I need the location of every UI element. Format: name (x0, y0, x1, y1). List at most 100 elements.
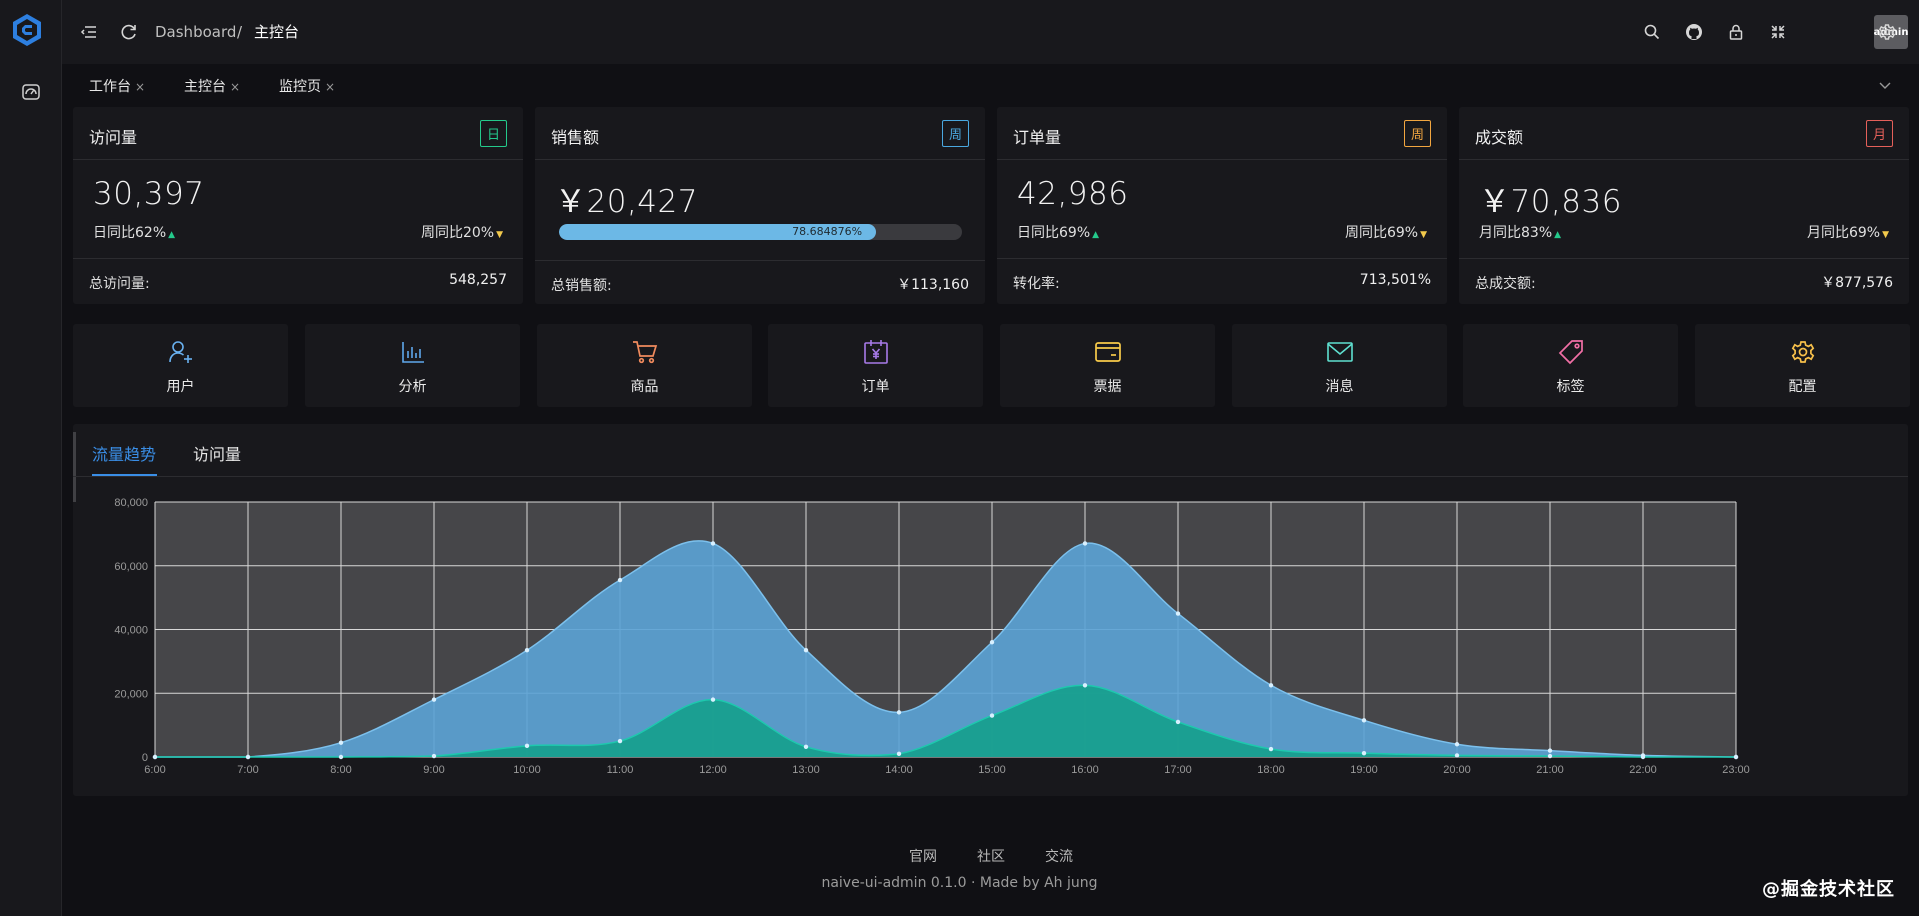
shortcut-orders[interactable]: 订单 (768, 324, 983, 407)
sales-card: 销售额 周 ￥20,427 78.684876% 总销售额: ￥113,160 (535, 107, 985, 304)
x-tick-label: 22:00 (1629, 764, 1657, 776)
progress-fill: 78.684876% (559, 224, 877, 240)
bar-chart-icon (402, 342, 424, 363)
gear-icon[interactable] (1877, 22, 1897, 42)
shortcut-label: 分析 (398, 379, 427, 395)
shopping-cart-icon (633, 341, 658, 364)
shortcut-label: 订单 (861, 379, 890, 395)
shortcut-messages[interactable]: 消息 (1232, 324, 1447, 407)
mail-icon (1327, 342, 1353, 362)
card-title: 销售额 (551, 128, 600, 147)
x-tick-label: 7:00 (237, 764, 258, 776)
chevron-down-icon[interactable] (1877, 77, 1893, 93)
panel-accent (73, 432, 76, 502)
data-point (1175, 719, 1181, 725)
shortcut-users[interactable]: 用户 (73, 324, 288, 407)
github-icon[interactable] (1684, 22, 1704, 42)
shortcut-invoices[interactable]: 票据 (1000, 324, 1215, 407)
period-tag: 周 (942, 120, 969, 147)
card-title: 订单量 (1013, 128, 1062, 147)
close-icon[interactable]: × (325, 80, 336, 94)
shortcut-tags[interactable]: 标签 (1463, 324, 1678, 407)
y-tick-label: 60,000 (114, 561, 148, 573)
tab-label: 工作台 (89, 79, 131, 95)
trend-down-icon: ▼ (1420, 230, 1427, 240)
foot-value: 713,501% (1359, 272, 1431, 288)
data-point (1268, 746, 1274, 752)
footer-link-community[interactable]: 社区 (977, 849, 1005, 865)
x-tick-label: 17:00 (1164, 764, 1192, 776)
avatar[interactable]: admin (1874, 15, 1908, 49)
tabs-bar: 工作台 × 主控台 × 监控页 × (62, 64, 1919, 106)
card-stats: 日同比62% ▲ 周同比20% ▼ (93, 222, 503, 242)
shortcut-products[interactable]: 商品 (537, 324, 752, 407)
data-point (803, 744, 809, 749)
active-tab-indicator (92, 474, 157, 476)
close-icon[interactable]: × (135, 80, 146, 94)
foot-value: 548,257 (449, 272, 507, 288)
data-point (431, 697, 437, 702)
tab-traffic-trend[interactable]: 流量趋势 (92, 445, 157, 464)
shortcut-settings[interactable]: 配置 (1695, 324, 1910, 407)
card-header: 访问量 日 (73, 107, 523, 160)
x-tick-label: 21:00 (1536, 764, 1564, 776)
tab-workbench[interactable]: 工作台 × (89, 78, 145, 96)
x-tick-label: 20:00 (1443, 764, 1471, 776)
card-value: 30,397 (93, 176, 205, 212)
tab-monitor[interactable]: 监控页 × (279, 78, 335, 96)
shortcut-label: 用户 (166, 379, 195, 395)
search-icon[interactable] (1642, 22, 1662, 42)
card-header: 订单量 周 (997, 107, 1447, 160)
x-tick-label: 13:00 (792, 764, 820, 776)
x-tick-label: 6:00 (144, 764, 165, 776)
shortcut-label: 配置 (1788, 379, 1817, 395)
tab-label: 主控台 (184, 79, 226, 95)
shortcut-label: 商品 (630, 379, 659, 395)
breadcrumb-dashboard[interactable]: Dashboard (155, 23, 237, 41)
card-value: ￥70,836 (1479, 184, 1622, 220)
x-tick-label: 10:00 (513, 764, 541, 776)
data-point (617, 738, 623, 744)
x-tick-label: 8:00 (330, 764, 351, 776)
tab-console[interactable]: 主控台 × (184, 78, 240, 96)
shortcut-label: 标签 (1556, 379, 1585, 395)
breadcrumb-current: 主控台 (254, 23, 300, 41)
y-tick-label: 40,000 (114, 625, 148, 637)
x-tick-label: 23:00 (1722, 764, 1750, 776)
foot-value: ￥113,160 (897, 277, 969, 293)
footer-link-exchange[interactable]: 交流 (1045, 849, 1073, 865)
data-point (1082, 683, 1088, 688)
lock-icon[interactable] (1726, 22, 1746, 42)
fullscreen-icon[interactable] (1768, 22, 1788, 42)
footer-link-official[interactable]: 官网 (909, 849, 937, 865)
period-tag: 周 (1404, 120, 1431, 147)
data-point (710, 541, 716, 546)
foot-label: 转化率: (1013, 276, 1060, 292)
y-tick-label: 20,000 (114, 688, 148, 700)
card-title: 成交额 (1475, 128, 1524, 147)
card-stats: 日同比69% ▲ 周同比69% ▼ (1017, 222, 1427, 242)
data-point (1361, 718, 1367, 723)
close-icon[interactable]: × (230, 80, 241, 94)
traffic-chart-panel: 流量趋势 访问量 0 20,000 40,000 60,000 80,000 6:00 7:… (73, 424, 1908, 796)
card-value: ￥20,427 (555, 184, 698, 220)
sales-progress-bar: 78.684876% (559, 224, 962, 240)
trend-up-icon: ▲ (168, 230, 176, 240)
menu-fold-icon[interactable] (79, 22, 99, 42)
dashboard-icon[interactable] (21, 82, 41, 102)
x-tick-label: 9:00 (423, 764, 444, 776)
trend-up-icon: ▲ (1092, 230, 1100, 240)
tab-label: 监控页 (279, 79, 321, 95)
tab-visits[interactable]: 访问量 (193, 445, 242, 464)
data-point (989, 713, 995, 718)
card-footer: 总成交额: ￥877,576 (1459, 258, 1909, 304)
shortcut-analysis[interactable]: 分析 (305, 324, 520, 407)
reload-icon[interactable] (119, 22, 139, 42)
app-logo-icon[interactable] (11, 13, 43, 47)
card-header: 销售额 周 (535, 107, 985, 160)
data-point (245, 754, 251, 760)
trend-up-icon: ▲ (1554, 230, 1562, 240)
y-tick-label: 80,000 (114, 497, 148, 509)
area-chart: 0 20,000 40,000 60,000 80,000 6:00 7:00 8:00 9:0… (114, 497, 1750, 776)
data-point (1082, 541, 1088, 546)
